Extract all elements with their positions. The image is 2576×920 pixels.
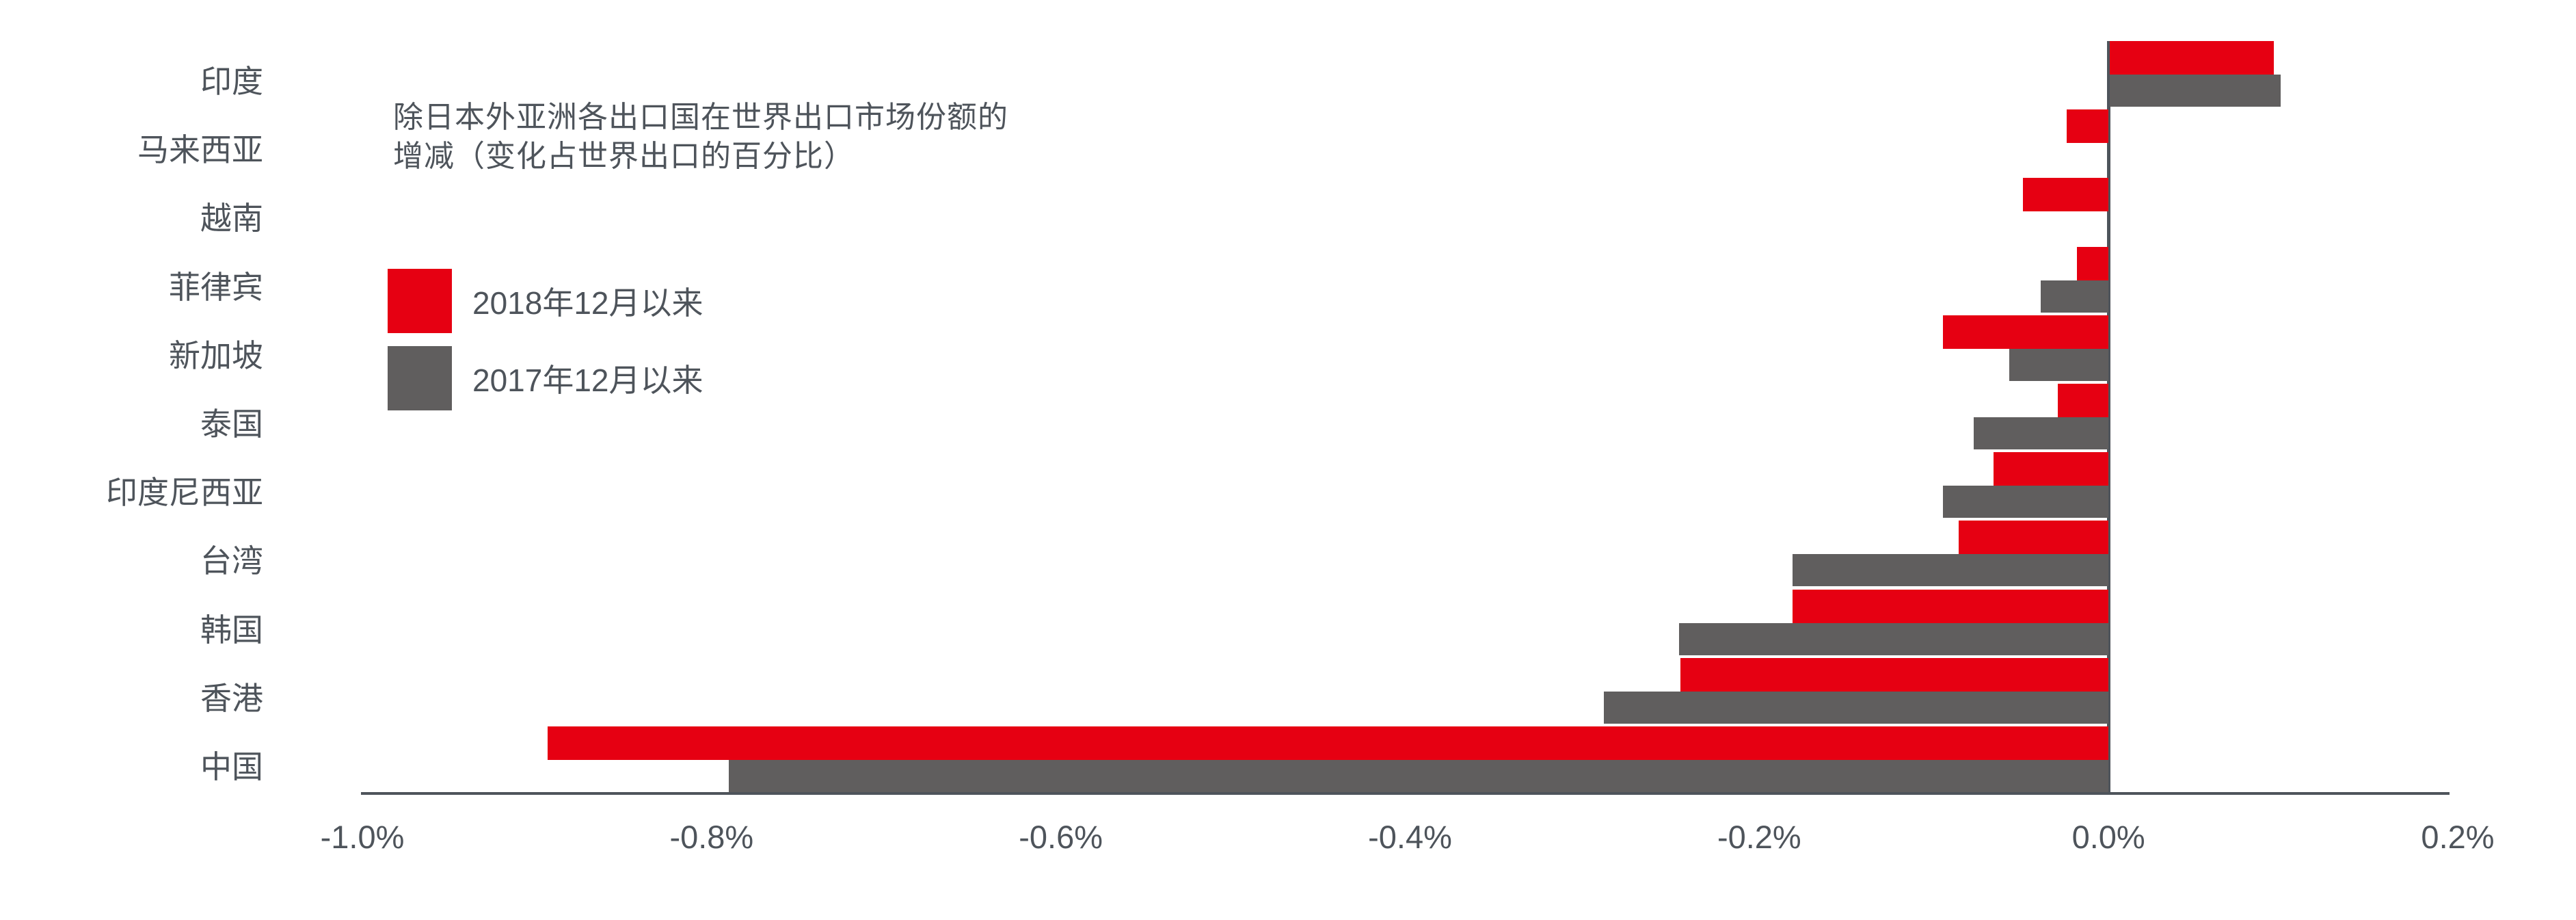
x-tick-label: 0.0% (2071, 819, 2145, 855)
chart-title-line2: 增减（变化占世界出口的百分比） (393, 140, 855, 173)
bar-since-dec-2018 (2023, 178, 2109, 212)
category-label: 印度尼西亚 (106, 475, 263, 511)
bar-since-dec-2018 (1942, 315, 2109, 349)
x-axis-line (361, 792, 2450, 795)
bar-since-dec-2018 (1958, 521, 2109, 555)
x-tick-label: -0.4% (1368, 819, 1452, 855)
legend-swatch-red-icon (388, 269, 452, 333)
bar-since-dec-2017 (1678, 622, 2109, 655)
bar-since-dec-2018 (2058, 384, 2109, 417)
category-label: 中国 (200, 749, 263, 785)
zero-axis-line (2107, 41, 2111, 795)
legend: 2018年12月以来 2017年12月以来 (388, 269, 703, 423)
bar-since-dec-2018 (2110, 41, 2275, 75)
bar-since-dec-2017 (1942, 486, 2109, 518)
bar-since-dec-2017 (1974, 417, 2109, 449)
legend-label: 2017年12月以来 (472, 363, 703, 398)
chart-title-line1: 除日本外亚洲各出口国在世界出口市场份额的 (393, 101, 1008, 134)
x-tick-label: -1.0% (320, 819, 405, 855)
bar-since-dec-2017 (1604, 691, 2109, 724)
bar-since-dec-2018 (1792, 589, 2109, 623)
bar-since-dec-2017 (2040, 280, 2109, 313)
category-label: 菲律宾 (169, 269, 263, 305)
category-label: 新加坡 (169, 337, 263, 373)
legend-item: 2018年12月以来 (388, 269, 703, 333)
category-label: 台湾 (200, 543, 263, 579)
legend-item: 2017年12月以来 (388, 346, 703, 410)
bar-since-dec-2017 (2110, 75, 2281, 107)
x-tick-label: -0.6% (1019, 819, 1103, 855)
bar-since-dec-2017 (2009, 348, 2109, 381)
bar-since-dec-2018 (1680, 657, 2109, 692)
bar-since-dec-2018 (2066, 109, 2109, 144)
legend-label: 2018年12月以来 (472, 285, 703, 321)
bar-since-dec-2018 (2077, 246, 2109, 280)
category-label: 香港 (200, 680, 263, 716)
x-tick-label: -0.2% (1717, 819, 1801, 855)
bar-since-dec-2018 (1993, 452, 2109, 486)
bar-since-dec-2017 (729, 760, 2109, 792)
x-tick-label: -0.8% (669, 819, 754, 855)
category-label: 韩国 (200, 612, 263, 648)
category-label: 马来西亚 (137, 132, 263, 168)
x-tick-label: 0.2% (2421, 819, 2495, 855)
legend-swatch-gray-icon (388, 346, 452, 410)
bar-since-dec-2017 (1792, 554, 2109, 587)
category-label: 泰国 (200, 406, 263, 442)
category-label: 越南 (200, 200, 263, 237)
chart-title: 除日本外亚洲各出口国在世界出口市场份额的 增减（变化占世界出口的百分比） (393, 98, 1008, 176)
bar-since-dec-2018 (547, 726, 2109, 760)
category-label: 印度 (200, 64, 263, 99)
